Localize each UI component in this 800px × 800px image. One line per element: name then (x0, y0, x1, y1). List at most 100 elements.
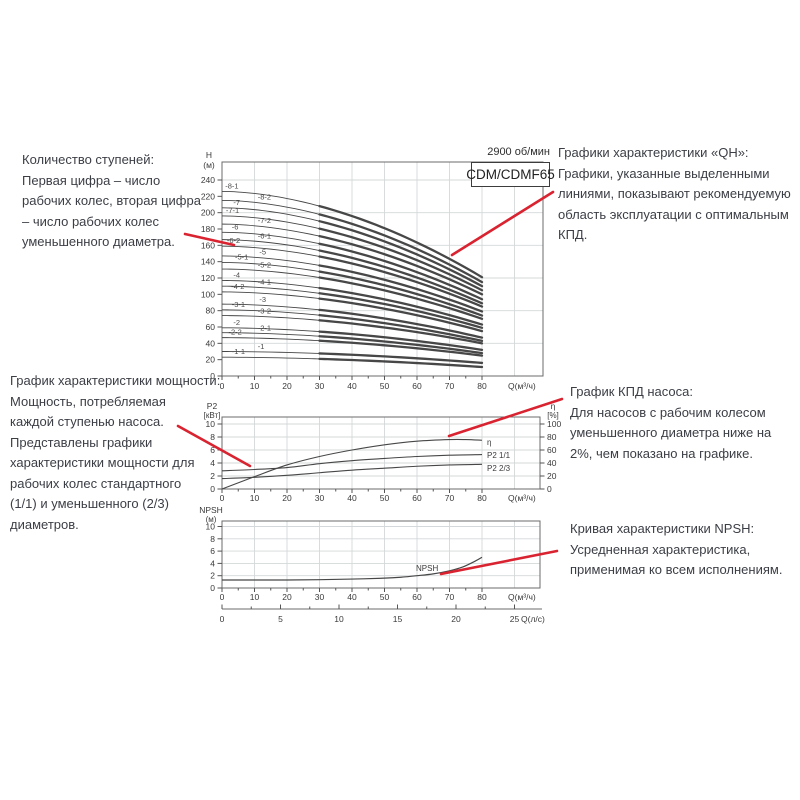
pump-curve-thin (221, 332, 320, 337)
pump-curve-bold (318, 270, 484, 317)
pump-curve-label: -1-1 (232, 347, 245, 356)
note-qh-title: Графики характеристики «QH»: (558, 145, 749, 160)
pump-curve-label: -8-1 (225, 181, 238, 190)
lps-tick-label: 5 (278, 614, 283, 624)
pump-curve-bold (318, 297, 484, 333)
lps-tick-label: 0 (220, 614, 225, 624)
pump-curve-thin (221, 239, 320, 251)
qh-y-tick-label: 220 (201, 191, 215, 201)
pump-curve-bold (318, 330, 484, 352)
x-axis-label: Q(м³/ч) (508, 381, 536, 391)
pump-curve-thin (221, 199, 320, 215)
pump-curve-thin (221, 315, 320, 321)
x-tick-label: 30 (315, 592, 325, 602)
x-tick-label: 50 (380, 493, 390, 503)
p2-y-tick-label: 6 (210, 445, 215, 455)
p2-axis-label: P2 (207, 401, 218, 411)
pump-curve-label: -5 (259, 248, 266, 257)
p2-y-tick-label: 10 (206, 419, 216, 429)
npsh-y-tick-label: 8 (210, 534, 215, 544)
pump-curve-bold (318, 234, 484, 296)
callout-line-eff (447, 397, 564, 438)
pump-curve-label: -6-2 (227, 236, 240, 245)
pump-curve-bold (318, 220, 484, 288)
qh-y-tick-label: 180 (201, 224, 215, 234)
pump-curve-thin (221, 291, 320, 300)
qh-y-tick-label: 240 (201, 175, 215, 185)
pump-curve-bold (318, 227, 484, 292)
pump-curve-label: -6 (232, 222, 239, 231)
x-tick-label: 80 (477, 493, 487, 503)
pump-curve-thin (221, 231, 320, 245)
x-tick-label: 30 (315, 381, 325, 391)
x-tick-label: 10 (250, 592, 260, 602)
pump-curve-label: -5-1 (235, 253, 248, 262)
pump-curve-label: -8-2 (258, 193, 271, 202)
pump-curve-thin (221, 303, 320, 311)
x-tick-label: 70 (445, 592, 455, 602)
pump-curve-thin (221, 309, 320, 316)
qh-y-axis-label: H (206, 150, 212, 160)
pump-curve-thin (221, 207, 320, 222)
pump-curve-bold (318, 335, 484, 355)
eta-axis-unit: [%] (547, 411, 559, 420)
p2-y-tick-label: 8 (210, 432, 215, 442)
pump-curve-thin (221, 285, 320, 294)
x-tick-label: 0 (220, 592, 225, 602)
pump-curve-thin (221, 356, 320, 360)
x-tick-label: 10 (250, 493, 260, 503)
lps-axis-label: Q(л/с) (521, 614, 545, 624)
qh-y-tick-label: 200 (201, 208, 215, 218)
lps-tick-label: 15 (393, 614, 403, 624)
pump-curve-bold (318, 308, 484, 339)
pump-curve-thin (221, 327, 320, 333)
power-series (221, 438, 483, 490)
note-npsh-body: Усредненная характеристика, применимая к… (570, 541, 783, 578)
x-tick-label: 70 (445, 381, 455, 391)
x-tick-label: 20 (282, 381, 292, 391)
power-series-label: P2 1/1 (487, 451, 511, 460)
pump-curve-bold (318, 357, 484, 369)
eta-y-tick-label: 80 (547, 432, 557, 442)
callout-line-stages (183, 232, 236, 247)
power-series-label: η (487, 438, 491, 447)
lps-tick-label: 25 (510, 614, 520, 624)
pump-curve-thin (221, 245, 320, 257)
pump-curve-label: -5-2 (258, 260, 271, 269)
note-npsh-title: Кривая характеристики NPSH: (570, 521, 755, 536)
eta-y-tick-label: 100 (547, 419, 561, 429)
power-series-label: P2 2/3 (487, 464, 511, 473)
pump-curve-bold (318, 314, 484, 343)
pump-curve-bold (318, 204, 484, 279)
x-tick-label: 40 (347, 381, 357, 391)
x-tick-label: 50 (380, 592, 390, 602)
pump-curve-bold (318, 339, 484, 357)
pump-curve-thin (221, 215, 320, 230)
npsh-axis-unit: (м) (206, 515, 217, 524)
qh-y-tick-label: 0 (210, 371, 215, 381)
pump-curve-label: -4 (233, 271, 240, 280)
callout-line-npsh (439, 549, 559, 576)
lps-tick-label: 10 (334, 614, 344, 624)
pump-curve-label: -2 (233, 318, 240, 327)
note-eff: График КПД насоса: Для насосов с рабочим… (570, 382, 785, 464)
pump-curve-bold (318, 255, 484, 308)
eta-axis-label: η (551, 401, 556, 411)
npsh-y-tick-label: 6 (210, 546, 215, 556)
x-tick-label: 20 (282, 493, 292, 503)
p2-axis-unit: [кВт] (204, 411, 221, 420)
qh-y-axis-unit: (м) (203, 160, 215, 170)
npsh-curve-label: NPSH (416, 564, 438, 573)
note-stages: Количество ступеней: Первая цифра – числ… (22, 150, 202, 253)
pump-curve-label: -7-1 (226, 206, 239, 215)
note-stages-title: Количество ступеней: (22, 152, 155, 167)
note-qh-body: Графики, указанные выделенными линиями, … (558, 165, 791, 243)
pump-curve-label: -6-1 (258, 231, 271, 240)
eta-y-tick-label: 0 (547, 484, 552, 494)
x-tick-label: 70 (445, 493, 455, 503)
eta-y-tick-label: 20 (547, 471, 557, 481)
note-power-title: График характеристики мощности: (10, 373, 221, 388)
note-eff-body: Для насосов с рабочим колесом уменьшенно… (570, 404, 772, 461)
